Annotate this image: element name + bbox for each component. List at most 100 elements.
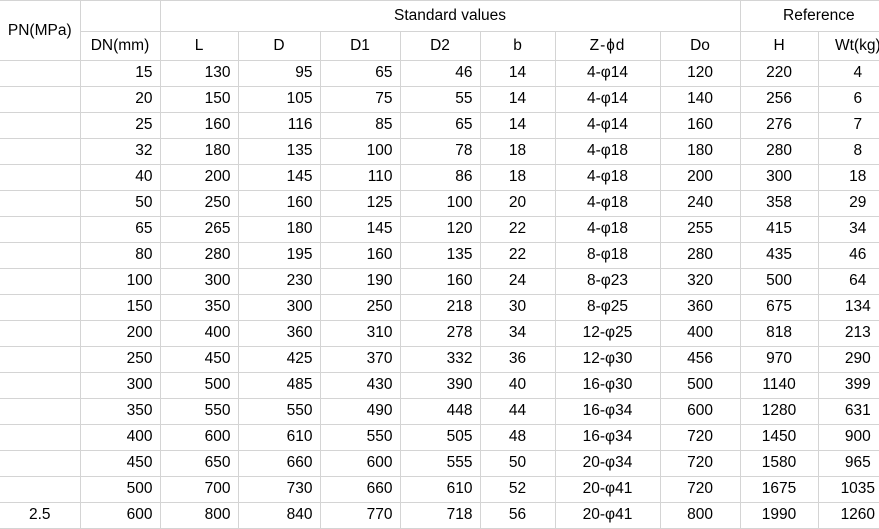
cell-d: 425 <box>237 346 321 373</box>
cell-h: 1450 <box>739 424 819 451</box>
cell-h: 500 <box>739 268 819 295</box>
cell-pn <box>0 86 81 113</box>
cell-d2: 610 <box>399 476 481 503</box>
cell-do: 720 <box>659 424 741 451</box>
cell-h: 300 <box>739 164 819 191</box>
table-row: 40 200 145 110 86 18 4-φ18 200 300 18 <box>0 164 879 191</box>
cell-d: 485 <box>237 372 321 399</box>
table-row: 300 500 485 430 390 40 16-φ30 500 1140 399 <box>0 372 879 399</box>
cell-z-phi-d: 16-φ34 <box>554 398 661 425</box>
cell-wt: 213 <box>817 320 879 347</box>
cell-b: 14 <box>479 112 556 139</box>
cell-d1: 160 <box>319 242 401 269</box>
cell-pn <box>0 216 81 243</box>
cell-d2: 160 <box>399 268 481 295</box>
cell-z-phi-d: 4-φ18 <box>554 190 661 217</box>
cell-d1: 550 <box>319 424 401 451</box>
cell-pn <box>0 320 81 347</box>
header-col-z-phi-d: Z-ɸd <box>554 31 661 61</box>
cell-d1: 65 <box>319 60 401 87</box>
cell-d2: 100 <box>399 190 481 217</box>
cell-wt: 900 <box>817 424 879 451</box>
cell-l: 650 <box>159 450 239 477</box>
cell-d1: 145 <box>319 216 401 243</box>
cell-d2: 555 <box>399 450 481 477</box>
cell-wt: 4 <box>817 60 879 87</box>
cell-d1: 110 <box>319 164 401 191</box>
cell-do: 720 <box>659 450 741 477</box>
table-row: 200 400 360 310 278 34 12-φ25 400 818 213 <box>0 320 879 347</box>
header-group-standard-values: Standard values <box>159 0 741 32</box>
cell-wt: 1260 <box>817 502 879 529</box>
cell-d1: 190 <box>319 268 401 295</box>
cell-dn: 20 <box>79 86 161 113</box>
cell-z-phi-d: 8-φ18 <box>554 242 661 269</box>
cell-dn: 25 <box>79 112 161 139</box>
cell-b: 36 <box>479 346 556 373</box>
cell-wt: 18 <box>817 164 879 191</box>
cell-h: 1580 <box>739 450 819 477</box>
cell-d2: 332 <box>399 346 481 373</box>
cell-dn: 400 <box>79 424 161 451</box>
cell-d1: 430 <box>319 372 401 399</box>
cell-l: 150 <box>159 86 239 113</box>
table-body: 15 130 95 65 46 14 4-φ14 120 220 4 20 150 105 75 55 14 4… <box>0 60 879 529</box>
cell-b: 14 <box>479 60 556 87</box>
cell-l: 160 <box>159 112 239 139</box>
cell-z-phi-d: 8-φ25 <box>554 294 661 321</box>
cell-h: 1990 <box>739 502 819 529</box>
header-col-dn: DN(mm) <box>80 31 161 61</box>
cell-l: 350 <box>159 294 239 321</box>
cell-do: 800 <box>659 502 741 529</box>
header-col-d: D <box>237 31 321 61</box>
cell-do: 180 <box>659 138 741 165</box>
cell-dn: 200 <box>79 320 161 347</box>
cell-b: 56 <box>479 502 556 529</box>
cell-z-phi-d: 4-φ18 <box>554 216 661 243</box>
table-row: 350 550 550 490 448 44 16-φ34 600 1280 631 <box>0 398 879 425</box>
cell-d: 660 <box>237 450 321 477</box>
cell-d: 105 <box>237 86 321 113</box>
cell-d1: 75 <box>319 86 401 113</box>
cell-do: 240 <box>659 190 741 217</box>
cell-d1: 250 <box>319 294 401 321</box>
cell-z-phi-d: 4-φ18 <box>554 138 661 165</box>
cell-d: 95 <box>237 60 321 87</box>
cell-dn: 350 <box>79 398 161 425</box>
header-col-b: b <box>479 31 556 61</box>
cell-pn <box>0 242 81 269</box>
cell-pn <box>0 398 81 425</box>
cell-l: 700 <box>159 476 239 503</box>
cell-pn <box>0 112 81 139</box>
cell-do: 200 <box>659 164 741 191</box>
header-group-row: PN(MPa) Standard values Reference <box>0 0 879 61</box>
cell-dn: 32 <box>79 138 161 165</box>
cell-do: 360 <box>659 294 741 321</box>
cell-d2: 218 <box>399 294 481 321</box>
table-row: 100 300 230 190 160 24 8-φ23 320 500 64 <box>0 268 879 295</box>
cell-pn <box>0 138 81 165</box>
cell-do: 456 <box>659 346 741 373</box>
table-row: 65 265 180 145 120 22 4-φ18 255 415 34 <box>0 216 879 243</box>
cell-h: 675 <box>739 294 819 321</box>
cell-do: 500 <box>659 372 741 399</box>
cell-wt: 290 <box>817 346 879 373</box>
cell-do: 720 <box>659 476 741 503</box>
cell-b: 22 <box>479 216 556 243</box>
cell-d2: 135 <box>399 242 481 269</box>
cell-wt: 64 <box>817 268 879 295</box>
cell-z-phi-d: 4-φ18 <box>554 164 661 191</box>
cell-d2: 65 <box>399 112 481 139</box>
table-row: 20 150 105 75 55 14 4-φ14 140 256 6 <box>0 86 879 113</box>
cell-h: 415 <box>739 216 819 243</box>
table-row: 250 450 425 370 332 36 12-φ30 456 970 290 <box>0 346 879 373</box>
cell-d2: 448 <box>399 398 481 425</box>
cell-d: 145 <box>237 164 321 191</box>
cell-d: 840 <box>237 502 321 529</box>
cell-do: 400 <box>659 320 741 347</box>
header-col-d1: D1 <box>319 31 401 61</box>
cell-l: 400 <box>159 320 239 347</box>
cell-d1: 770 <box>319 502 401 529</box>
cell-d: 160 <box>237 190 321 217</box>
cell-h: 1280 <box>739 398 819 425</box>
